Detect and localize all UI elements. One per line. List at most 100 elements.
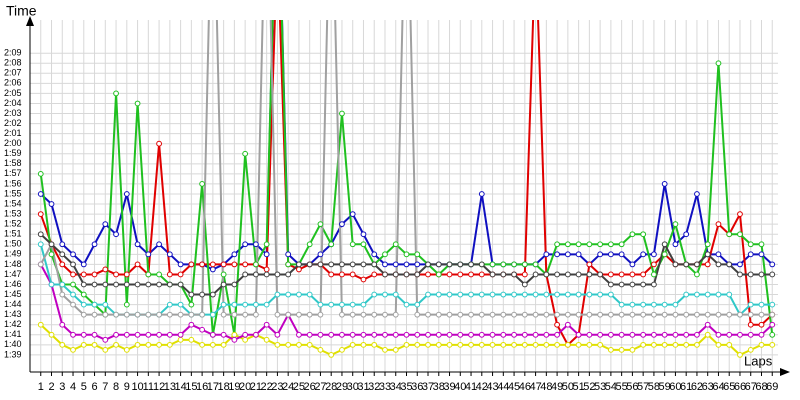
lap-marker: [91, 271, 98, 278]
lap-marker: [726, 311, 733, 318]
lap-marker: [715, 341, 722, 348]
lap-marker: [382, 311, 388, 318]
lap-marker: [758, 251, 765, 258]
lap-marker: [48, 331, 55, 338]
x-tick-label: 40: [454, 381, 466, 393]
lap-marker: [349, 311, 356, 318]
lap-marker: [371, 261, 378, 268]
lap-marker: [554, 291, 560, 298]
lap-marker: [199, 261, 206, 268]
lap-marker: [285, 311, 292, 318]
lap-marker: [769, 321, 776, 328]
lap-marker: [425, 271, 431, 278]
lap-marker: [285, 341, 292, 348]
lap-marker: [414, 271, 421, 278]
lap-marker: [37, 231, 44, 238]
lap-marker: [242, 150, 249, 157]
lap-marker: [339, 110, 345, 117]
lap-marker: [263, 266, 270, 273]
y-tick-label: 2:02: [4, 118, 22, 128]
lap-marker: [59, 241, 66, 248]
lap-marker: [521, 271, 528, 278]
lap-marker: [80, 311, 87, 318]
tick-labels: 1:391:401:411:421:431:441:451:461:471:48…: [4, 48, 778, 393]
x-tick-label: 66: [734, 381, 746, 393]
lap-marker: [70, 251, 76, 258]
lap-marker: [597, 271, 604, 278]
lap-marker: [564, 251, 571, 258]
lap-marker: [500, 341, 507, 348]
x-tick-label: 14: [174, 381, 186, 393]
lap-marker: [758, 331, 765, 338]
lap-marker: [629, 271, 636, 278]
lap-marker: [661, 311, 668, 318]
lap-marker: [242, 311, 249, 318]
lap-marker: [629, 231, 636, 238]
lap-marker: [360, 261, 367, 268]
x-tick-label: 33: [379, 381, 391, 393]
lap-marker: [597, 291, 604, 298]
lap-marker: [478, 261, 485, 268]
x-tick-label: 54: [605, 381, 617, 393]
lap-marker: [543, 251, 550, 258]
lap-marker: [704, 331, 711, 338]
lap-marker: [672, 341, 679, 348]
lap-marker: [446, 311, 453, 318]
lap-marker: [166, 251, 173, 258]
y-tick-label: 1:43: [4, 309, 22, 319]
lap-marker: [392, 346, 399, 353]
lap-marker: [446, 291, 453, 298]
x-tick-label: 16: [196, 381, 208, 393]
lap-marker: [672, 311, 679, 318]
lap-marker: [59, 291, 66, 298]
lap-marker: [618, 271, 625, 278]
lap-marker: [478, 331, 485, 338]
lap-marker: [80, 271, 87, 278]
lap-marker: [37, 211, 44, 218]
lap-marker: [285, 261, 292, 268]
x-tick-label: 61: [680, 381, 692, 393]
lap-marker: [123, 331, 130, 338]
y-tick-label: 1:42: [4, 319, 22, 329]
lap-marker: [661, 341, 668, 348]
lap-marker: [199, 181, 206, 187]
lap-marker: [177, 301, 184, 308]
lap-marker: [166, 281, 173, 288]
lap-marker: [123, 311, 130, 318]
lap-marker: [575, 241, 582, 248]
lap-marker: [704, 261, 711, 268]
lap-marker: [651, 341, 657, 348]
y-tick-label: 1:52: [4, 219, 22, 229]
x-tick-label: 18: [218, 381, 230, 393]
lap-marker: [715, 261, 722, 268]
x-tick-label: 63: [702, 381, 714, 393]
x-tick-label: 55: [616, 381, 628, 393]
axes: Time Laps: [6, 3, 790, 376]
lap-marker: [166, 341, 173, 348]
lap-marker: [435, 261, 442, 268]
lap-marker: [102, 336, 109, 343]
lap-marker: [618, 301, 625, 308]
lap-marker: [575, 291, 582, 298]
lap-marker: [651, 271, 657, 278]
lap-marker: [511, 311, 517, 318]
lap-marker: [543, 291, 550, 298]
lap-marker: [134, 311, 141, 318]
lap-marker: [392, 331, 399, 338]
x-tick-label: 36: [411, 381, 423, 393]
lap-marker: [446, 261, 453, 268]
lap-marker: [371, 311, 378, 318]
lap-marker: [156, 341, 162, 348]
lap-marker: [392, 271, 399, 278]
lap-marker: [575, 331, 582, 338]
lap-marker: [177, 261, 184, 268]
lap-marker: [511, 271, 517, 278]
lap-marker: [554, 241, 560, 248]
lap-marker: [134, 281, 141, 288]
lap-marker: [156, 271, 162, 278]
lap-marker: [564, 311, 571, 318]
lap-marker: [704, 311, 711, 318]
lap-marker: [274, 271, 281, 278]
lap-marker: [414, 341, 421, 348]
x-tick-label: 58: [648, 381, 660, 393]
